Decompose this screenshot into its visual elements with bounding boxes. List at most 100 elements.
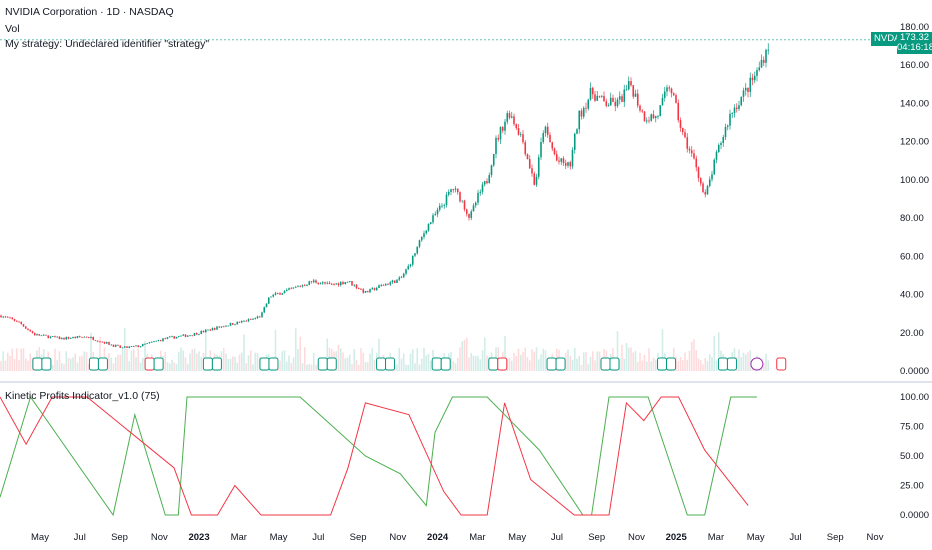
volume-bar [139, 362, 142, 371]
symbol-title[interactable]: NVIDIA Corporation · 1D · NASDAQ [5, 6, 174, 18]
strategy-legend[interactable]: My strategy: Undeclared identifier "stra… [5, 38, 210, 50]
candle-body [488, 175, 491, 184]
volume-bar [346, 357, 349, 371]
candle-body [668, 87, 671, 89]
volume-bar [564, 352, 567, 371]
candle-body [504, 121, 506, 131]
volume-bar [4, 360, 7, 371]
volume-bar [654, 359, 657, 371]
candle-body [78, 336, 81, 337]
volume-bar [13, 359, 16, 371]
volume-bar [56, 360, 59, 371]
candle-body [168, 336, 171, 338]
volume-bar [117, 354, 119, 371]
time-axis[interactable]: May Jul Sep Nov 2023 Mar May Jul Sep Nov 2024 Mar Ma… [31, 532, 884, 543]
candle-body [333, 283, 335, 285]
candle-body [144, 343, 146, 345]
bar-countdown: 04:16:18 [897, 42, 932, 53]
candle-body [492, 154, 495, 166]
candle-body [405, 269, 407, 274]
volume-bar [704, 358, 707, 371]
candle-body [765, 49, 767, 63]
indicator-axis[interactable]: 100.00 75.00 50.00 25.00 0.0000 [900, 392, 929, 521]
candle-body [510, 116, 513, 118]
candle-body [261, 312, 263, 317]
candle-body [123, 346, 126, 348]
candle-body [373, 288, 376, 290]
candle-body [90, 336, 92, 338]
volume-bar [344, 358, 347, 371]
volume-bar [398, 347, 401, 371]
volume-bar [479, 359, 482, 371]
volume-bar [11, 348, 14, 371]
volume-bar [222, 348, 225, 371]
dividend-event-icon [211, 357, 222, 371]
volume-bar [472, 355, 475, 371]
time-axis-label: May [270, 532, 288, 543]
volume-bar [535, 347, 538, 371]
candle-body [231, 323, 234, 325]
volume-bar [537, 359, 540, 371]
candle-body [375, 288, 378, 290]
volume-bar [477, 355, 479, 371]
candle-body [641, 110, 644, 112]
volume-bar [99, 336, 101, 371]
candle-body [195, 333, 198, 335]
price-axis-label: 180.00 [900, 22, 929, 33]
candle-body [94, 340, 97, 341]
volume-bar [468, 357, 470, 371]
price-axis[interactable]: 180.00 160.00 140.00 120.00 100.00 80.00 60.00… [900, 22, 929, 377]
candle-body [465, 209, 468, 214]
volume-bar [625, 342, 628, 371]
candle-body [292, 287, 295, 289]
pane-separator[interactable] [0, 381, 932, 383]
earnings-event-icon [657, 357, 668, 371]
volume-bar [254, 352, 257, 371]
volume-bar [693, 339, 695, 371]
candle-body [110, 344, 113, 346]
volume-bar [699, 360, 702, 371]
candle-body [0, 315, 2, 318]
volume-bar [312, 352, 315, 371]
indicator-axis-label: 100.00 [900, 392, 929, 403]
candle-body [191, 335, 194, 337]
candle-body [393, 280, 396, 283]
candle-body [560, 158, 563, 162]
dividend-event-icon [97, 357, 108, 371]
time-axis-label: Jul [551, 532, 563, 543]
volume-bar [456, 357, 459, 371]
candle-body [760, 59, 763, 68]
volume-legend[interactable]: Vol [5, 23, 20, 35]
candle-body [317, 282, 320, 284]
indicator-pane [0, 395, 757, 517]
volume-bar [571, 359, 574, 371]
volume-bar [238, 354, 241, 371]
candle-body [45, 334, 47, 336]
volume-bar [191, 349, 194, 371]
indicator-legend[interactable]: Kinetic Profits Indicator_v1.0 (75) [5, 390, 160, 402]
candle-body [436, 209, 439, 215]
candle-body [15, 320, 18, 322]
candle-body [735, 107, 738, 109]
candle-body [501, 127, 504, 131]
volume-bar [67, 357, 70, 371]
volume-bar [76, 362, 79, 371]
volume-bar [544, 350, 547, 371]
dividend-event-icon [326, 357, 337, 371]
candle-body [495, 137, 497, 155]
time-axis-label: Sep [111, 532, 128, 543]
volume-bar [690, 341, 693, 371]
earnings-events[interactable] [32, 357, 787, 371]
candle-body [288, 288, 290, 290]
volume-bar [677, 361, 680, 371]
volume-bar [132, 349, 135, 371]
candle-body [186, 335, 189, 337]
candle-body [177, 336, 180, 337]
candle-body [567, 162, 569, 166]
volume-bar [72, 357, 74, 371]
candle-body [402, 273, 405, 278]
candle-body [675, 95, 677, 103]
volume-bar [283, 350, 286, 371]
candle-body [346, 281, 349, 283]
